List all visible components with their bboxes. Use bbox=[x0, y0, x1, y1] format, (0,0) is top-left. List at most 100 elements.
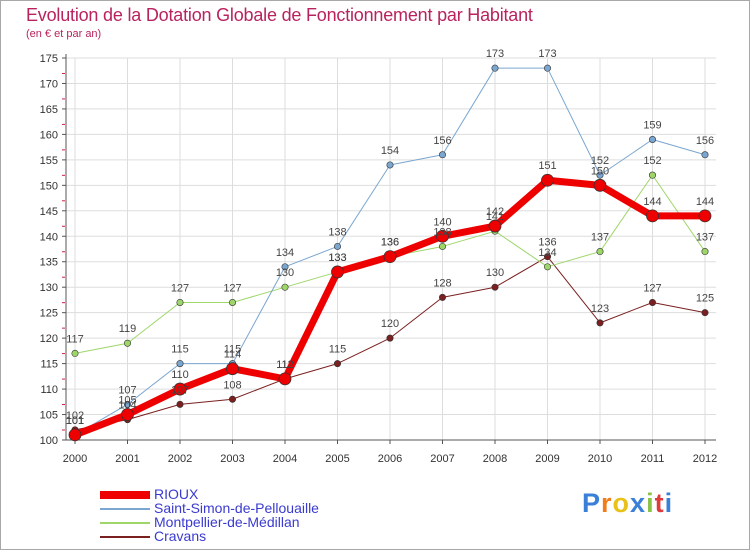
data-label: 144 bbox=[696, 196, 714, 208]
data-label: 125 bbox=[696, 293, 714, 305]
data-label: 140 bbox=[433, 216, 451, 228]
data-label: 141 bbox=[486, 211, 504, 223]
x-tick-label: 2007 bbox=[430, 453, 454, 465]
data-point bbox=[386, 161, 394, 169]
data-point bbox=[226, 362, 239, 376]
data-point bbox=[491, 64, 499, 72]
data-point bbox=[176, 400, 184, 408]
data-point bbox=[438, 242, 446, 250]
x-tick-label: 2011 bbox=[641, 453, 665, 465]
data-point bbox=[491, 283, 499, 291]
legend-label: Cravans bbox=[154, 528, 207, 544]
data-label: 136 bbox=[381, 237, 399, 249]
data-point bbox=[543, 263, 551, 271]
data-point bbox=[333, 360, 341, 368]
data-point bbox=[229, 395, 237, 403]
data-label: 130 bbox=[276, 267, 294, 279]
data-point bbox=[701, 151, 709, 159]
y-tick-label: 170 bbox=[40, 78, 58, 90]
data-label: 110 bbox=[171, 369, 189, 381]
data-label: 133 bbox=[328, 252, 346, 264]
data-point bbox=[124, 339, 132, 347]
data-label: 138 bbox=[433, 226, 451, 238]
data-label: 137 bbox=[696, 232, 714, 244]
legend-item: Cravans bbox=[100, 528, 400, 544]
data-point bbox=[331, 265, 344, 279]
data-label: 123 bbox=[591, 303, 609, 315]
data-label: 115 bbox=[329, 344, 347, 356]
data-point bbox=[593, 178, 607, 192]
y-tick-label: 135 bbox=[40, 257, 58, 269]
data-point bbox=[543, 253, 551, 261]
data-point bbox=[541, 173, 554, 187]
y-tick-label: 165 bbox=[40, 104, 58, 116]
data-label: 151 bbox=[538, 160, 556, 172]
data-point bbox=[229, 298, 237, 306]
data-point bbox=[278, 372, 292, 386]
legend-swatch bbox=[100, 536, 150, 538]
data-point bbox=[648, 171, 656, 179]
data-label: 102 bbox=[66, 410, 84, 422]
y-tick-label: 110 bbox=[40, 384, 58, 396]
data-label: 119 bbox=[119, 323, 137, 335]
data-point bbox=[68, 428, 82, 442]
chart-title: Evolution de la Dotation Globale de Fonc… bbox=[26, 5, 533, 25]
x-tick-label: 2008 bbox=[483, 453, 507, 465]
chart-subtitle: (en € et par an) bbox=[26, 28, 102, 40]
data-label: 112 bbox=[276, 359, 294, 371]
x-tick-label: 2004 bbox=[273, 453, 297, 465]
x-tick-label: 2009 bbox=[535, 453, 559, 465]
data-label: 104 bbox=[118, 400, 136, 412]
data-point bbox=[383, 250, 397, 264]
data-label: 173 bbox=[538, 48, 556, 60]
data-label: 127 bbox=[171, 282, 189, 294]
data-label: 133 bbox=[328, 252, 346, 264]
data-label: 144 bbox=[643, 196, 661, 208]
data-point bbox=[281, 283, 289, 291]
data-point bbox=[596, 248, 604, 256]
legend-swatch bbox=[100, 522, 150, 524]
y-tick-label: 150 bbox=[40, 180, 58, 192]
data-label: 112 bbox=[276, 359, 294, 371]
x-tick-label: 2002 bbox=[168, 453, 192, 465]
x-tick-label: 2001 bbox=[115, 453, 139, 465]
x-tick-label: 2005 bbox=[325, 453, 349, 465]
data-label: 134 bbox=[276, 247, 294, 259]
data-label: 115 bbox=[171, 344, 189, 356]
data-point bbox=[438, 293, 446, 301]
y-tick-label: 140 bbox=[40, 231, 58, 243]
y-tick-label: 175 bbox=[40, 53, 58, 65]
data-label: 150 bbox=[591, 165, 609, 177]
y-tick-label: 160 bbox=[40, 129, 58, 141]
data-point bbox=[648, 298, 656, 306]
data-label: 105 bbox=[118, 395, 136, 407]
legend-label: Montpellier-de-Médillan bbox=[154, 514, 300, 530]
data-label: 156 bbox=[433, 135, 451, 147]
data-label: 154 bbox=[381, 145, 399, 157]
x-tick-label: 2006 bbox=[378, 453, 402, 465]
data-point bbox=[438, 151, 446, 159]
data-label: 117 bbox=[66, 333, 84, 345]
data-label: 159 bbox=[643, 119, 661, 131]
data-label: 156 bbox=[696, 135, 714, 147]
data-point bbox=[701, 309, 709, 317]
data-point bbox=[173, 382, 187, 396]
data-point bbox=[596, 319, 604, 327]
data-point bbox=[596, 171, 604, 179]
data-label: 136 bbox=[381, 237, 399, 249]
data-label: 107 bbox=[171, 384, 189, 396]
legend-swatch bbox=[100, 508, 150, 510]
data-point bbox=[648, 135, 656, 143]
legend-swatch bbox=[100, 491, 150, 499]
data-point bbox=[121, 408, 134, 421]
y-tick-label: 125 bbox=[40, 308, 58, 320]
data-label: 127 bbox=[223, 282, 241, 294]
data-label: 128 bbox=[433, 277, 451, 289]
data-label: 130 bbox=[486, 267, 504, 279]
data-point bbox=[701, 248, 709, 256]
y-tick-label: 100 bbox=[40, 435, 58, 447]
x-tick-label: 2010 bbox=[588, 453, 612, 465]
x-tick-label: 2012 bbox=[693, 453, 717, 465]
y-tick-label: 145 bbox=[40, 206, 58, 218]
